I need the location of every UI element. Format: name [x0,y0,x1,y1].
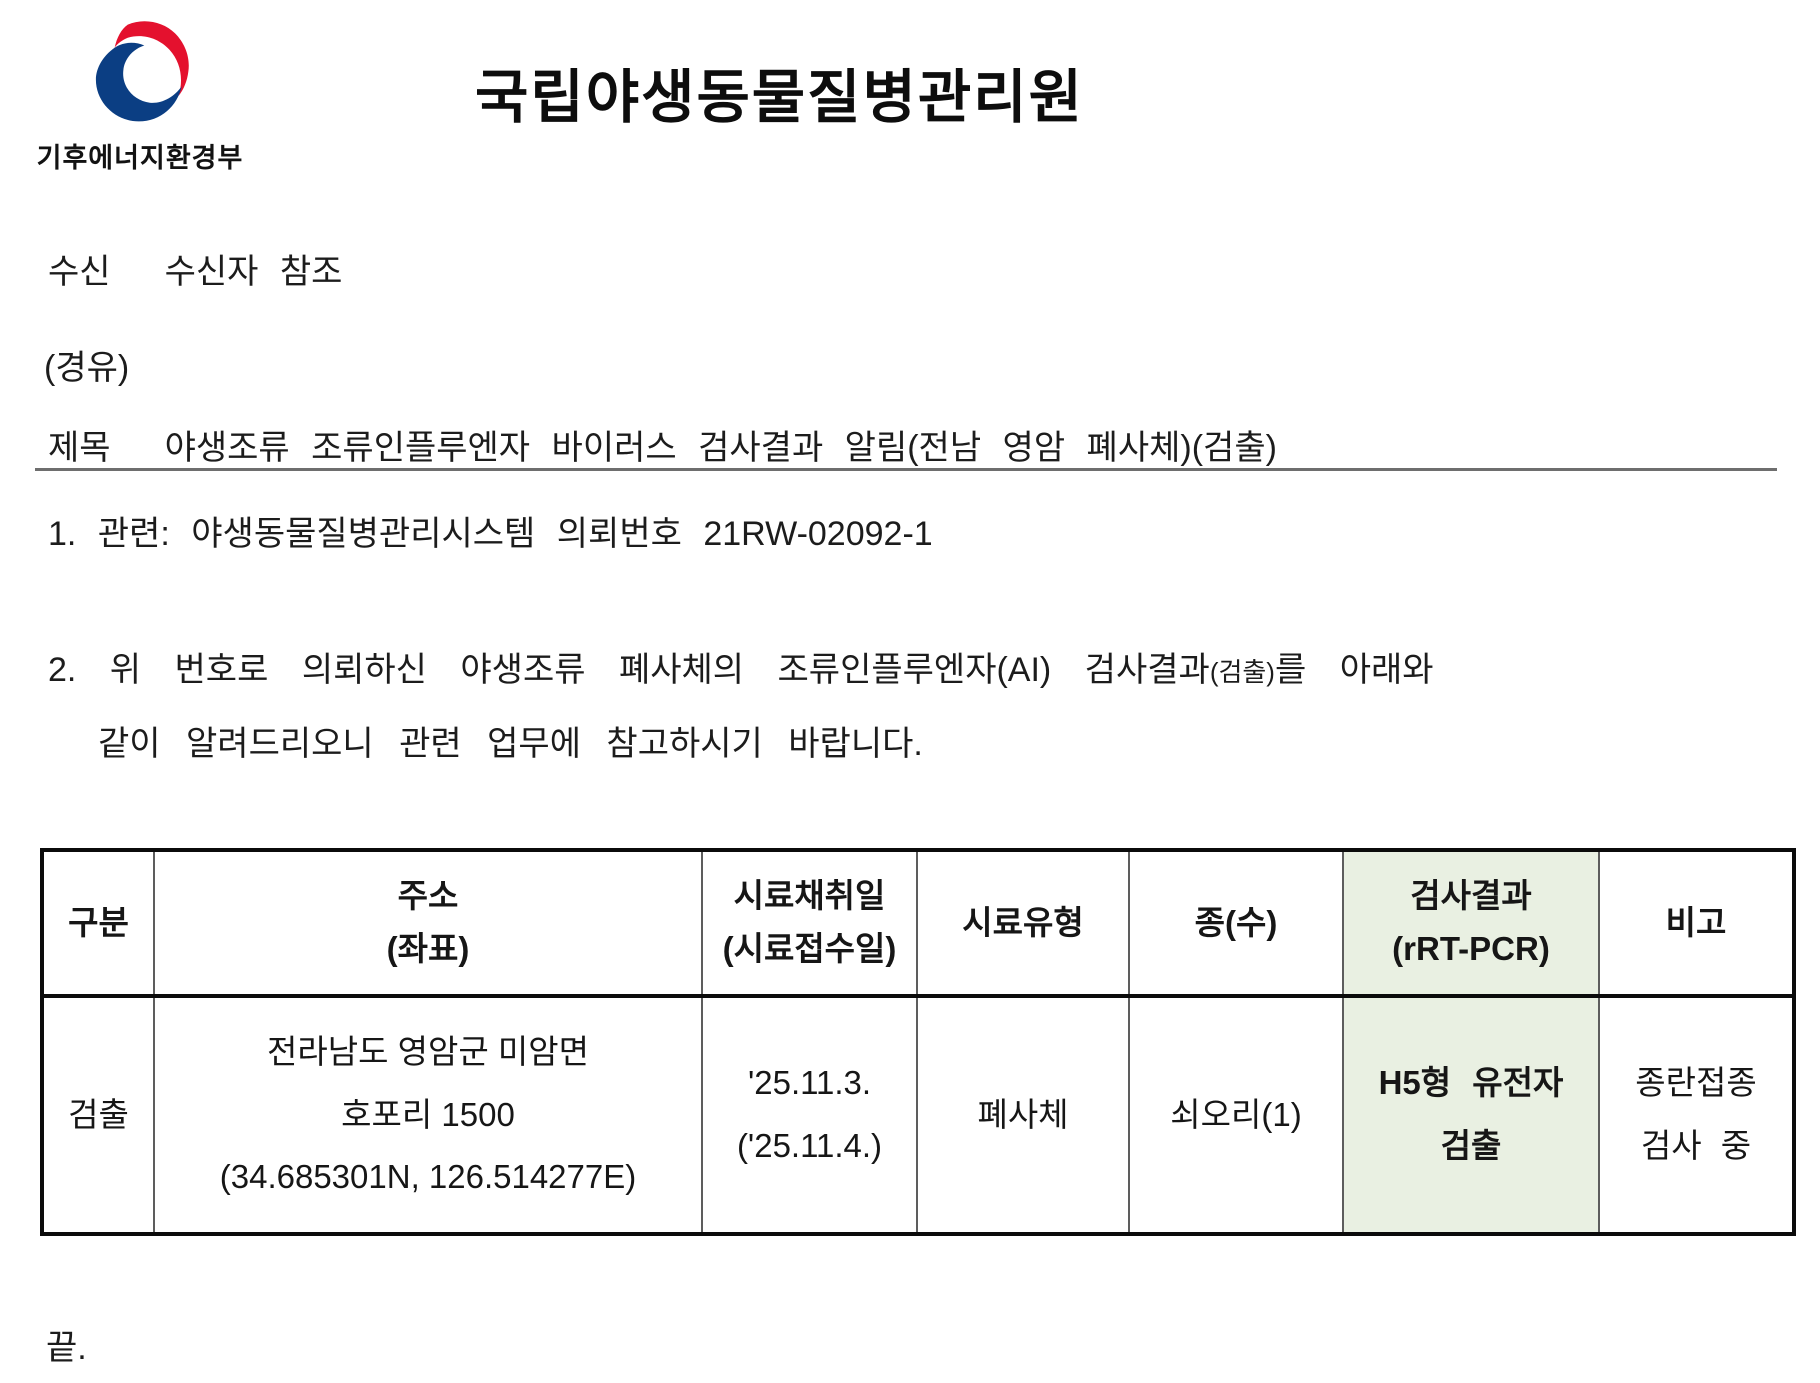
table-header-row: 구분 주소 (좌표) 시료채취일 (시료접수일) 시료유형 종(수) 검사결과 [42,850,1794,998]
subject-divider-rule [35,468,1777,471]
subject-value: 야생조류 조류인플루엔자 바이러스 검사결과 알림(전남 영암 폐사체)(검출) [164,429,1277,467]
body-paragraph-1: 1. 관련: 야생동물질병관리시스템 의뢰번호 21RW-02092-1 [48,515,933,553]
paragraph-2-small-annotation: (검출) [1209,657,1275,687]
col-header-address: 주소 (좌표) [153,850,702,998]
recipient-line: 수신 수신자 참조 [48,244,342,293]
subject-line: 제목 야생조류 조류인플루엔자 바이러스 검사결과 알림(전남 영암 폐사체)(검… [48,420,1277,469]
cell-note: 종란접종 검사 중 [1598,996,1794,1234]
test-results-table: 구분 주소 (좌표) 시료채취일 (시료접수일) 시료유형 종(수) 검사결과 [40,848,1796,1236]
subject-label: 제목 [48,429,111,467]
document-title: 국립야생동물질병관리원 [475,65,1084,130]
via-line: (경유) [44,349,130,387]
col-header-category: 구분 [42,850,154,998]
col-header-sample-type: 시료유형 [916,850,1129,998]
paragraph-2-text-b: 를 아래와 [1274,651,1434,689]
cell-sample-type: 폐사체 [916,996,1129,1234]
cell-species: 쇠오리(1) [1128,996,1343,1234]
ministry-name: 기후에너지환경부 [36,143,244,173]
cell-category: 검출 [68,1095,129,1133]
col-header-note: 비고 [1598,850,1794,998]
col-header-test-result: 검사결과 (rRT-PCR) [1342,850,1599,998]
body-paragraph-2-line1: 2. 위 번호로 의뢰하신 야생조류 폐사체의 조류인플루엔자(AI) 검사결과… [48,642,1434,691]
closing-text: 끝. [46,1329,87,1367]
cell-test-result: H5형 유전자 검출 [1342,996,1599,1234]
cell-sample-date: '25.11.3. ('25.11.4.) [701,996,917,1234]
table-data-row: 검출 전라남도 영암군 미암면 호포리 1500 (34.685301N, 12… [42,996,1794,1234]
col-header-species: 종(수) [1128,850,1343,998]
recipient-label: 수신 [48,253,111,291]
body-paragraph-2-line2: 같이 알려드리오니 관련 업무에 참고하시기 바랍니다. [98,725,923,763]
recipient-value: 수신자 참조 [164,253,343,291]
cell-address: 전라남도 영암군 미암면 호포리 1500 (34.685301N, 126.5… [153,996,702,1234]
gov-emblem-icon [86,18,196,128]
col-header-sample-date: 시료채취일 (시료접수일) [701,850,917,998]
paragraph-2-text-a: 2. 위 번호로 의뢰하신 야생조류 폐사체의 조류인플루엔자(AI) 검사결과 [48,651,1210,689]
